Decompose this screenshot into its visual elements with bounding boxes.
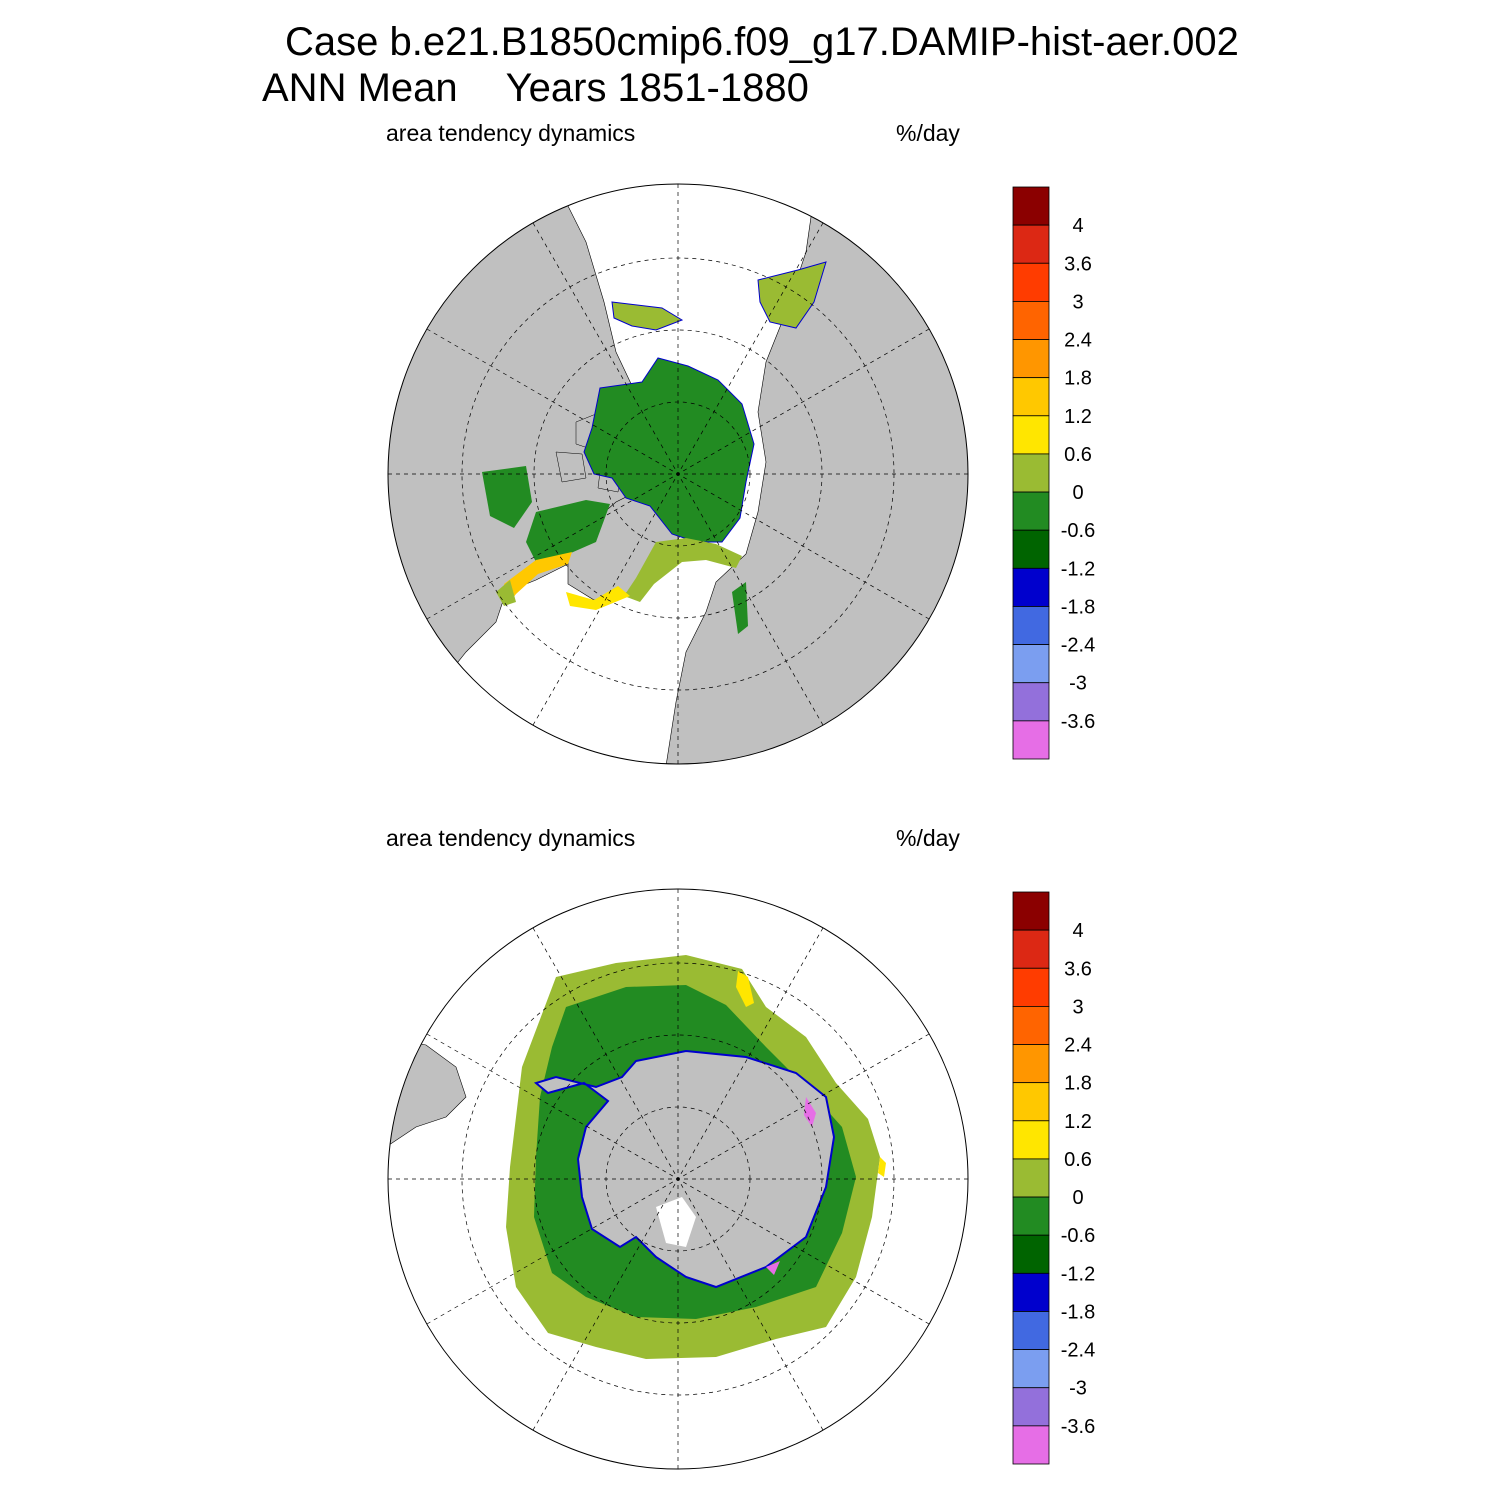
colorbar-label: 1.8 xyxy=(1064,368,1092,390)
indian-positive xyxy=(878,1157,886,1177)
colorbar-box xyxy=(1012,453,1050,493)
figure-title-case: Case b.e21.B1850cmip6.f09_g17.DAMIP-hist… xyxy=(285,20,1239,64)
colorbar-label: 1.2 xyxy=(1064,406,1092,428)
colorbar-box xyxy=(1012,1387,1050,1427)
colorbar-label: -3.6 xyxy=(1061,1416,1095,1438)
colorbar-box xyxy=(1012,377,1050,417)
colorbar-box xyxy=(1012,644,1050,684)
labrador-light-band xyxy=(496,580,516,606)
north-colorbar: 4 3.6 3 2.4 1.8 1.2 0.6 0 -0.6 -1.2 -1.8 -2.4 -3 -3.6 xyxy=(1012,186,1095,760)
colorbar-label: 3.6 xyxy=(1064,253,1092,275)
coastal-strong-negative xyxy=(766,1097,816,1275)
baltic-sea-ice xyxy=(732,582,748,634)
colorbar-box xyxy=(1012,1196,1050,1236)
colorbar-box xyxy=(1012,339,1050,379)
south-colorbar: 4 3.6 3 2.4 1.8 1.2 0.6 0 -0.6 -1.2 -1.8 -2.4 -3 -3.6 xyxy=(1012,891,1095,1465)
colorbar-box xyxy=(1012,1311,1050,1351)
colorbar-label: -1.8 xyxy=(1061,596,1095,618)
colorbar-box xyxy=(1012,1234,1050,1274)
colorbar-box xyxy=(1012,720,1050,760)
colorbar-box xyxy=(1012,262,1050,302)
colorbar-label: 2.4 xyxy=(1064,330,1092,352)
north-variable-label: area tendency dynamics xyxy=(386,120,636,146)
colorbar-label: -1.2 xyxy=(1061,558,1095,580)
colorbar-label: -3 xyxy=(1069,1378,1087,1400)
colorbar-label: -1.8 xyxy=(1061,1301,1095,1323)
colorbar-label: 0 xyxy=(1072,1187,1083,1209)
colorbar-box xyxy=(1012,529,1050,569)
north-units-label: %/day xyxy=(896,120,960,146)
colorbar-label: -0.6 xyxy=(1061,1225,1095,1247)
colorbar-box xyxy=(1012,1425,1050,1465)
colorbar-label: -1.2 xyxy=(1061,1263,1095,1285)
hudson-bay-ice xyxy=(482,466,532,528)
colorbar-box xyxy=(1012,929,1050,969)
colorbar-box xyxy=(1012,682,1050,722)
okhotsk-sea-ice xyxy=(757,261,827,329)
colorbar-box xyxy=(1012,567,1050,607)
colorbar-label: 3 xyxy=(1072,996,1083,1018)
arctic-ice-negative xyxy=(583,357,755,543)
south-polar-map xyxy=(387,888,969,1470)
map-boundary-south xyxy=(387,888,969,1470)
graticule xyxy=(388,184,968,764)
colorbar-label: -3 xyxy=(1069,673,1087,695)
colorbar-box xyxy=(1012,186,1050,226)
barents-yellow-band xyxy=(566,586,630,610)
colorbar-label: 4 xyxy=(1072,215,1083,237)
colorbar-label: 0.6 xyxy=(1064,1149,1092,1171)
colorbar-label: 4 xyxy=(1072,920,1083,942)
colorbar-box xyxy=(1012,1044,1050,1084)
colorbar-label: 1.2 xyxy=(1064,1111,1092,1133)
colorbar-box xyxy=(1012,1006,1050,1045)
colorbar-label: -2.4 xyxy=(1061,635,1095,657)
colorbar-label: -3.6 xyxy=(1061,711,1095,733)
colorbar-label: 2.4 xyxy=(1064,1035,1092,1057)
colorbar-box xyxy=(1012,606,1050,646)
colorbar-box xyxy=(1012,1120,1050,1160)
weddell-positive xyxy=(736,971,754,1007)
baffin-ice xyxy=(526,500,610,562)
colorbar-box xyxy=(1012,1082,1050,1122)
colorbar-box xyxy=(1012,415,1050,455)
greenland-sea-band xyxy=(624,538,742,602)
colorbar-label: 3.6 xyxy=(1064,958,1092,980)
colorbar-box xyxy=(1012,1272,1050,1312)
colorbar-label: 0.6 xyxy=(1064,444,1092,466)
bering-sea-ice xyxy=(611,301,684,331)
colorbar-label: -2.4 xyxy=(1061,1340,1095,1362)
graticule-south xyxy=(388,889,968,1469)
colorbar-label: -0.6 xyxy=(1061,520,1095,542)
season-label: ANN Mean xyxy=(262,66,458,110)
colorbar-label: 3 xyxy=(1072,291,1083,313)
colorbar-box xyxy=(1012,1349,1050,1389)
map-boundary xyxy=(387,183,969,765)
ross-ice-shelf xyxy=(656,1197,696,1247)
colorbar-box xyxy=(1012,1158,1050,1198)
colorbar-box xyxy=(1012,491,1050,531)
antarctica-landmass xyxy=(533,1049,836,1289)
colorbar-box xyxy=(1012,301,1050,340)
colorbar-box xyxy=(1012,891,1050,931)
figure-title-period: ANN Mean Years 1851-1880 xyxy=(262,68,809,108)
colorbar-box xyxy=(1012,224,1050,264)
colorbar-box xyxy=(1012,967,1050,1007)
colorbar-label: 1.8 xyxy=(1064,1073,1092,1095)
years-label: Years 1851-1880 xyxy=(505,66,809,110)
colorbar-label: 0 xyxy=(1072,482,1083,504)
south-units-label: %/day xyxy=(896,825,960,851)
labrador-positive-band xyxy=(504,552,572,602)
north-polar-map xyxy=(387,183,969,765)
south-variable-label: area tendency dynamics xyxy=(386,825,636,851)
